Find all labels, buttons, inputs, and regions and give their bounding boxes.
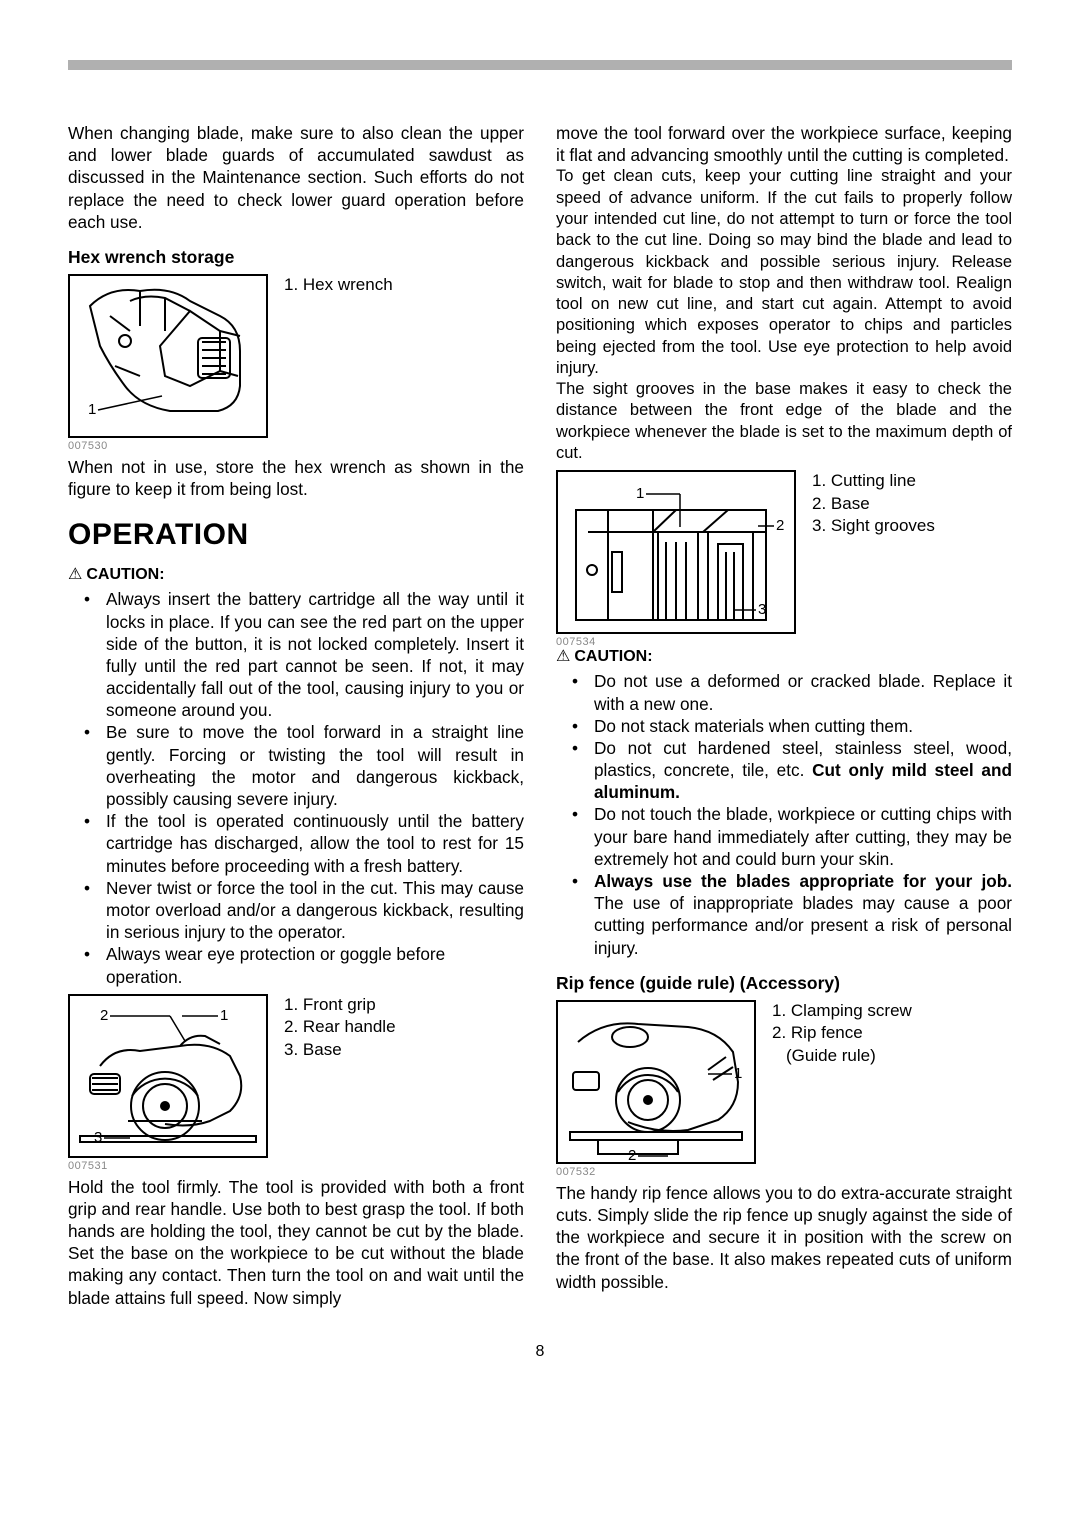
continuation-paragraph: move the tool forward over the workpiece… — [556, 122, 1012, 166]
figure-2-id: 007531 — [68, 1160, 268, 1172]
figure-4-container: 1 2 007532 — [556, 1000, 756, 1178]
figure-3-box: 1 2 3 — [556, 470, 796, 634]
sight-grooves-paragraph: The sight grooves in the base makes it e… — [556, 379, 1012, 464]
hex-wrench-heading: Hex wrench storage — [68, 247, 524, 268]
svg-text:2: 2 — [776, 517, 784, 534]
svg-text:1: 1 — [88, 401, 96, 418]
right-column: move the tool forward over the workpiece… — [556, 122, 1012, 1309]
list-item: •Always insert the battery cartridge all… — [68, 588, 524, 721]
intro-paragraph: When changing blade, make sure to also c… — [68, 122, 524, 233]
figure-4-id: 007532 — [556, 1166, 756, 1178]
caution-2: ⚠ CAUTION: — [556, 648, 1012, 666]
figure-4-row: 1 2 007532 1. Clamping screw 2. Rip fenc… — [556, 1000, 1012, 1178]
figure-3-legend: 1. Cutting line 2. Base 3. Sight grooves — [812, 470, 935, 537]
figure-3-legend-3: 3. Sight grooves — [812, 515, 935, 537]
caution-label-1: CAUTION: — [86, 566, 164, 584]
svg-text:3: 3 — [94, 1129, 102, 1146]
rip-fence-paragraph: The handy rip fence allows you to do ext… — [556, 1182, 1012, 1293]
header-bar — [68, 60, 1012, 70]
list-item: •Do not touch the blade, workpiece or cu… — [556, 803, 1012, 870]
two-column-layout: When changing blade, make sure to also c… — [68, 122, 1012, 1309]
figure-3-container: 1 2 3 007534 — [556, 470, 796, 648]
caution-1: ⚠ CAUTION: — [68, 566, 524, 584]
figure-2-box: 2 1 3 — [68, 994, 268, 1158]
list-item: •Be sure to move the tool forward in a s… — [68, 721, 524, 810]
svg-text:2: 2 — [628, 1147, 636, 1162]
figure-4-legend-1: 1. Clamping screw — [772, 1000, 912, 1022]
figure-3-legend-1: 1. Cutting line — [812, 470, 935, 492]
list-item: •Do not use a deformed or cracked blade.… — [556, 670, 1012, 714]
list-item: •If the tool is operated continuously un… — [68, 810, 524, 877]
hold-tool-paragraph: Hold the tool firmly. The tool is provid… — [68, 1176, 524, 1309]
figure-2-legend-2: 2. Rear handle — [284, 1016, 396, 1038]
figure-2-row: 2 1 3 007531 1. Front g — [68, 994, 524, 1172]
figure-1-legend-1: 1. Hex wrench — [284, 274, 393, 296]
figure-1-box: 1 — [68, 274, 268, 438]
list-item: •Always wear eye protection or goggle be… — [68, 943, 524, 987]
figure-2-legend: 1. Front grip 2. Rear handle 3. Base — [284, 994, 396, 1061]
warning-icon: ⚠ — [556, 649, 570, 665]
hex-wrench-illustration: 1 — [70, 276, 266, 436]
figure-2-container: 2 1 3 007531 — [68, 994, 268, 1172]
figure-3-row: 1 2 3 007534 1. Cutting — [556, 470, 1012, 648]
svg-text:1: 1 — [734, 1065, 742, 1082]
right-caution-list: •Do not use a deformed or cracked blade.… — [556, 670, 1012, 958]
left-column: When changing blade, make sure to also c… — [68, 122, 524, 1309]
rip-fence-illustration: 1 2 — [558, 1002, 754, 1162]
tool-grip-illustration: 2 1 3 — [70, 996, 266, 1156]
operation-caution-list: •Always insert the battery cartridge all… — [68, 588, 524, 987]
rip-fence-heading: Rip fence (guide rule) (Accessory) — [556, 973, 1012, 994]
figure-4-legend: 1. Clamping screw 2. Rip fence (Guide ru… — [772, 1000, 912, 1067]
figure-4-box: 1 2 — [556, 1000, 756, 1164]
warning-icon: ⚠ — [68, 567, 82, 583]
sight-grooves-illustration: 1 2 3 — [558, 472, 794, 632]
figure-1-legend: 1. Hex wrench — [284, 274, 393, 296]
figure-1-container: 1 007530 — [68, 274, 268, 452]
figure-2-legend-1: 1. Front grip — [284, 994, 396, 1016]
list-item: •Always use the blades appropriate for y… — [556, 870, 1012, 959]
list-item: •Never twist or force the tool in the cu… — [68, 877, 524, 944]
figure-2-legend-3: 3. Base — [284, 1039, 396, 1061]
figure-1-id: 007530 — [68, 440, 268, 452]
list-item: •Do not cut hardened steel, stainless st… — [556, 737, 1012, 804]
clean-cuts-paragraph: To get clean cuts, keep your cutting lin… — [556, 166, 1012, 379]
svg-text:2: 2 — [100, 1007, 108, 1024]
figure-4-legend-3: (Guide rule) — [772, 1045, 912, 1067]
svg-text:1: 1 — [636, 485, 644, 502]
figure-3-legend-2: 2. Base — [812, 493, 935, 515]
svg-text:1: 1 — [220, 1007, 228, 1024]
svg-text:3: 3 — [758, 601, 766, 618]
figure-1-row: 1 007530 1. Hex wrench — [68, 274, 524, 452]
page: When changing blade, make sure to also c… — [0, 0, 1080, 1401]
operation-heading: OPERATION — [68, 518, 524, 552]
hex-storage-paragraph: When not in use, store the hex wrench as… — [68, 456, 524, 500]
list-item: •Do not stack materials when cutting the… — [556, 715, 1012, 737]
figure-3-id: 007534 — [556, 636, 796, 648]
page-number: 8 — [68, 1343, 1012, 1361]
caution-label-2: CAUTION: — [574, 648, 652, 666]
figure-4-legend-2: 2. Rip fence — [772, 1022, 912, 1044]
